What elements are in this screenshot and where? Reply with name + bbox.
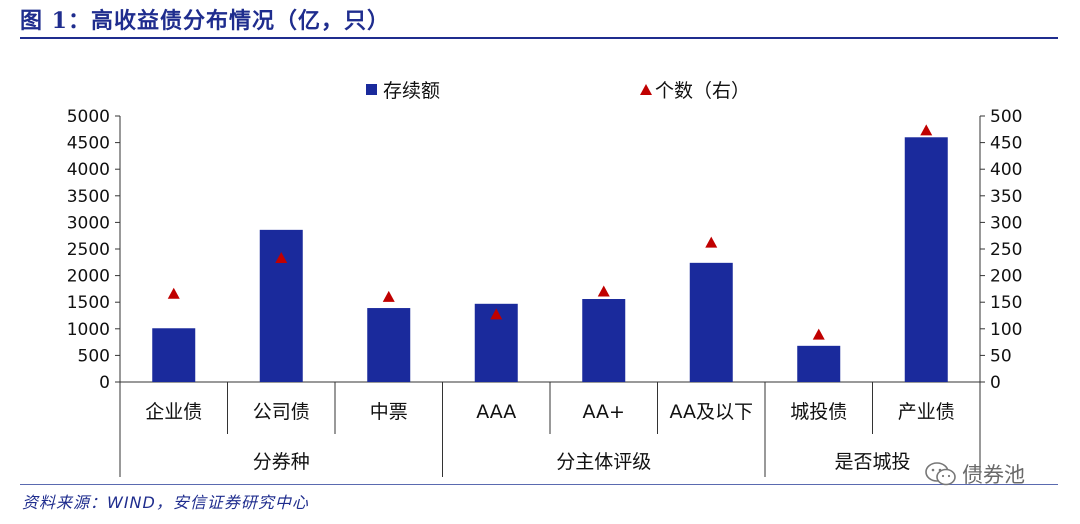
wechat-icon (925, 462, 956, 486)
legend-bar-swatch (366, 84, 377, 95)
legend-triangle-label: 个数（右） (655, 80, 750, 102)
category-label: AA及以下 (669, 401, 753, 423)
count-marker (382, 290, 395, 302)
category-label: AAA (476, 401, 516, 423)
y-right-tick-label: 400 (990, 160, 1022, 180)
y-left-tick-label: 5000 (67, 107, 110, 127)
category-label: 公司债 (253, 401, 310, 423)
count-marker (167, 287, 180, 299)
title-rule (20, 37, 1058, 39)
y-right-tick-label: 0 (990, 373, 1001, 393)
y-left-tick-label: 2500 (67, 240, 110, 260)
group-label: 是否城投 (834, 451, 910, 473)
chart-legend: 存续额 个数（右） (366, 80, 750, 102)
category-label: 企业债 (145, 401, 202, 423)
legend-bar-label: 存续额 (383, 80, 440, 102)
bar (152, 328, 196, 382)
y-right-tick-label: 50 (990, 346, 1012, 366)
triangle-series (167, 124, 933, 340)
footer-rule (20, 484, 1058, 485)
count-marker (275, 252, 288, 264)
bar-chart: 存续额 个数（右） 050010001500200025003000350040… (67, 80, 1022, 477)
y-right-tick-label: 250 (990, 240, 1022, 260)
y-right-tick-label: 300 (990, 213, 1022, 233)
watermark-text: 债券池 (962, 463, 1025, 487)
y-left-tick-label: 1000 (67, 320, 110, 340)
y-left-tick-label: 1500 (67, 293, 110, 313)
chart-axes: 0500100015002000250030003500400045005000… (67, 107, 1022, 477)
y-left-tick-label: 4000 (67, 160, 110, 180)
y-left-tick-label: 3000 (67, 213, 110, 233)
y-right-tick-label: 350 (990, 187, 1022, 207)
y-left-tick-label: 3500 (67, 187, 110, 207)
category-label: 中票 (370, 401, 408, 423)
y-right-tick-label: 500 (990, 107, 1022, 127)
y-right-tick-label: 200 (990, 267, 1022, 287)
bar (367, 308, 411, 382)
y-left-tick-label: 0 (99, 373, 110, 393)
watermark: 债券池 (924, 459, 1025, 489)
y-right-tick-label: 450 (990, 134, 1022, 154)
category-label: 产业债 (898, 401, 955, 423)
bar-series (152, 137, 948, 382)
y-right-tick-label: 100 (990, 320, 1022, 340)
source-note: 资料来源：WIND，安信证券研究中心 (22, 493, 309, 512)
count-marker (490, 308, 503, 320)
bar (689, 262, 733, 382)
count-marker (812, 328, 825, 340)
y-left-tick-label: 2000 (67, 267, 110, 287)
y-right-tick-label: 150 (990, 293, 1022, 313)
category-label: 城投债 (790, 401, 847, 423)
group-label: 分券种 (253, 451, 310, 473)
bar (797, 345, 841, 382)
y-left-tick-label: 4500 (67, 134, 110, 154)
count-marker (920, 124, 933, 136)
category-label: AA+ (583, 401, 625, 423)
count-marker (705, 236, 718, 248)
bar (582, 299, 626, 382)
legend-triangle-swatch (640, 84, 652, 95)
bar (904, 137, 948, 382)
figure-title: 图 1：高收益债分布情况（亿，只） (20, 8, 390, 34)
count-marker (597, 285, 610, 297)
y-left-tick-label: 500 (78, 346, 110, 366)
group-label: 分主体评级 (556, 451, 651, 473)
